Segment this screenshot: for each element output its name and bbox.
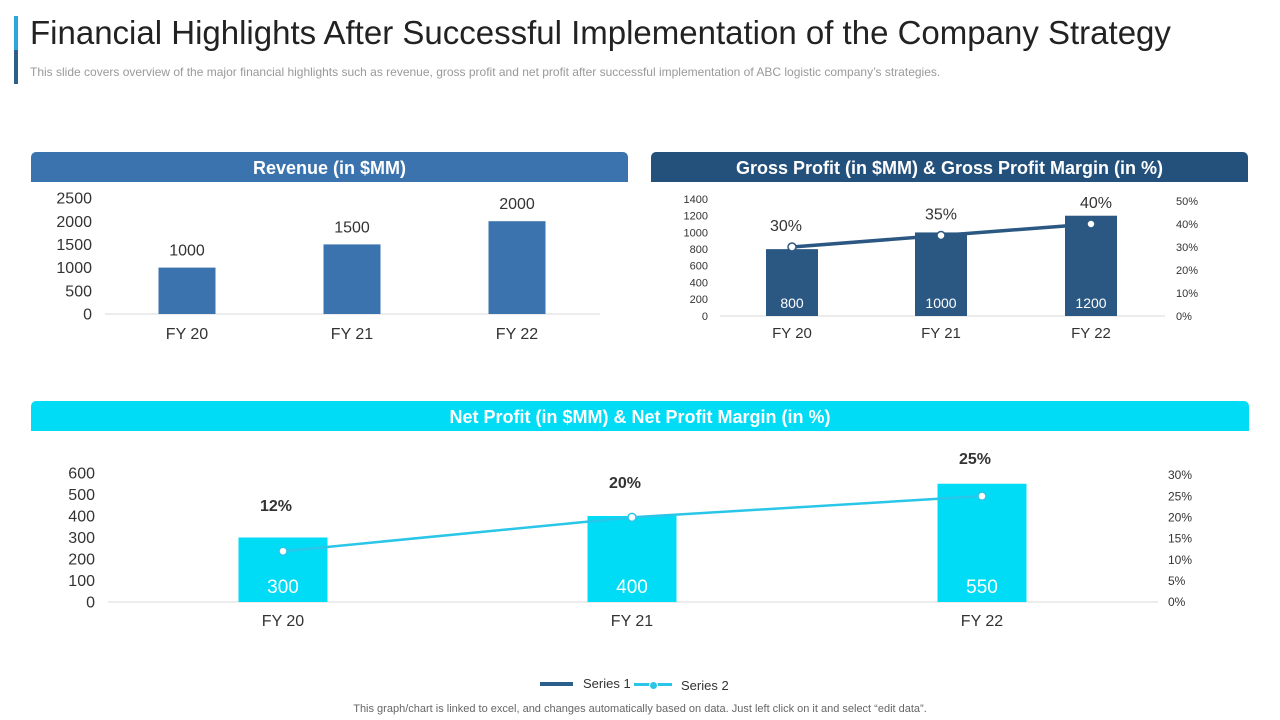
revenue-bar-data-label: 1000 [169, 243, 205, 260]
gross-profit-x-tick-label: FY 21 [921, 325, 961, 342]
legend-series2-label: Series 2 [681, 678, 729, 693]
title-accent-bottom [14, 50, 18, 84]
revenue-y-tick-label: 500 [65, 283, 92, 300]
gross-profit-chart-header: Gross Profit (in $MM) & Gross Profit Mar… [651, 152, 1248, 182]
net-profit-margin-data-label: 25% [959, 451, 991, 468]
gross-profit-margin-point [1086, 219, 1096, 229]
net-profit-bar [587, 516, 677, 602]
revenue-bar-data-label: 2000 [499, 196, 535, 213]
net-profit-y-tick-label: 400 [68, 509, 95, 526]
revenue-y-tick-label: 2000 [56, 214, 92, 231]
gross-profit-bar-data-label: 800 [780, 295, 804, 311]
gross-profit-y-tick-label: 600 [690, 261, 708, 273]
net-profit-y-tick-label: 100 [68, 573, 95, 590]
page-subtitle: This slide covers overview of the major … [30, 65, 941, 79]
legend-series1-label: Series 1 [583, 676, 631, 691]
gross-profit-y2-tick-label: 20% [1176, 265, 1198, 277]
legend-series2-marker [649, 681, 658, 690]
gross-profit-margin-point [787, 242, 797, 252]
gross-profit-y-tick-label: 400 [690, 277, 708, 289]
net-profit-margin-point [977, 491, 987, 501]
gross-profit-y-tick-label: 0 [702, 311, 708, 323]
net-profit-y-tick-label: 300 [68, 530, 95, 547]
revenue-x-tick-label: FY 21 [331, 326, 374, 343]
chart-legend: Series 1 Series 2 [540, 674, 760, 698]
revenue-y-tick-label: 1000 [56, 260, 92, 277]
gross-profit-margin-data-label: 40% [1080, 195, 1112, 212]
gross-profit-bar [766, 249, 818, 316]
gross-profit-y-tick-label: 1200 [684, 211, 708, 223]
net-profit-y2-tick-label: 15% [1168, 532, 1192, 546]
gross-profit-bar [915, 232, 967, 316]
revenue-bar-data-label: 1500 [334, 219, 370, 236]
net-profit-x-tick-label: FY 21 [611, 613, 654, 630]
net-profit-margin-point [627, 512, 637, 523]
revenue-x-tick-label: FY 22 [496, 326, 539, 343]
net-profit-bar [937, 483, 1027, 602]
gross-profit-y-tick-label: 1000 [684, 227, 708, 239]
gross-profit-margin-data-label: 30% [770, 218, 802, 235]
gross-profit-y2-tick-label: 40% [1176, 219, 1198, 231]
gross-profit-bar-data-label: 1000 [925, 295, 956, 311]
gross-profit-y2-tick-label: 50% [1176, 196, 1198, 208]
net-profit-y2-tick-label: 25% [1168, 489, 1192, 503]
net-profit-margin-data-label: 20% [609, 475, 641, 492]
net-profit-bar-data-label: 550 [966, 577, 998, 598]
title-accent-top [14, 16, 18, 50]
gross-profit-y2-tick-label: 0% [1176, 311, 1192, 323]
gross-profit-bar [1065, 215, 1117, 316]
net-profit-chart-header: Net Profit (in $MM) & Net Profit Margin … [31, 401, 1249, 431]
gross-profit-y-tick-label: 1400 [684, 194, 708, 206]
gross-profit-y-tick-label: 800 [690, 244, 708, 256]
net-profit-bar-data-label: 300 [267, 577, 299, 598]
gross-profit-margin-data-label: 35% [925, 207, 957, 224]
net-profit-y-tick-label: 0 [86, 595, 95, 612]
gross-profit-y2-tick-label: 10% [1176, 288, 1198, 300]
net-profit-margin-point [278, 546, 288, 556]
revenue-y-tick-label: 1500 [56, 237, 92, 254]
net-profit-y2-tick-label: 30% [1168, 468, 1192, 482]
net-profit-bar-data-label: 400 [616, 577, 648, 598]
title-accent [14, 16, 18, 84]
revenue-bar [488, 221, 546, 314]
net-profit-y2-tick-label: 5% [1168, 574, 1186, 588]
net-profit-margin-data-label: 12% [260, 498, 292, 515]
footer-note: This graph/chart is linked to excel, and… [353, 703, 927, 715]
net-profit-y2-tick-label: 10% [1168, 553, 1192, 567]
net-profit-y2-tick-label: 20% [1168, 511, 1192, 525]
gross-profit-x-tick-label: FY 22 [1071, 325, 1111, 342]
net-profit-y-tick-label: 600 [68, 466, 95, 483]
net-profit-x-tick-label: FY 20 [262, 613, 305, 630]
revenue-chart-header: Revenue (in $MM) [31, 152, 628, 182]
revenue-bar [158, 267, 216, 314]
gross-profit-y2-tick-label: 30% [1176, 242, 1198, 254]
net-profit-y2-tick-label: 0% [1168, 595, 1186, 609]
net-profit-y-tick-label: 200 [68, 552, 95, 569]
page-title: Financial Highlights After Successful Im… [30, 14, 1171, 51]
revenue-y-tick-label: 0 [83, 307, 92, 324]
gross-profit-margin-point [936, 230, 946, 241]
revenue-bar [323, 244, 381, 314]
gross-profit-bar-data-label: 1200 [1075, 295, 1106, 311]
gross-profit-x-tick-label: FY 20 [772, 325, 812, 342]
revenue-y-tick-label: 2500 [56, 191, 92, 208]
net-profit-y-tick-label: 500 [68, 487, 95, 504]
net-profit-x-tick-label: FY 22 [961, 613, 1004, 630]
legend-series1-swatch [540, 682, 573, 686]
revenue-x-tick-label: FY 20 [166, 326, 209, 343]
gross-profit-y-tick-label: 200 [690, 294, 708, 306]
